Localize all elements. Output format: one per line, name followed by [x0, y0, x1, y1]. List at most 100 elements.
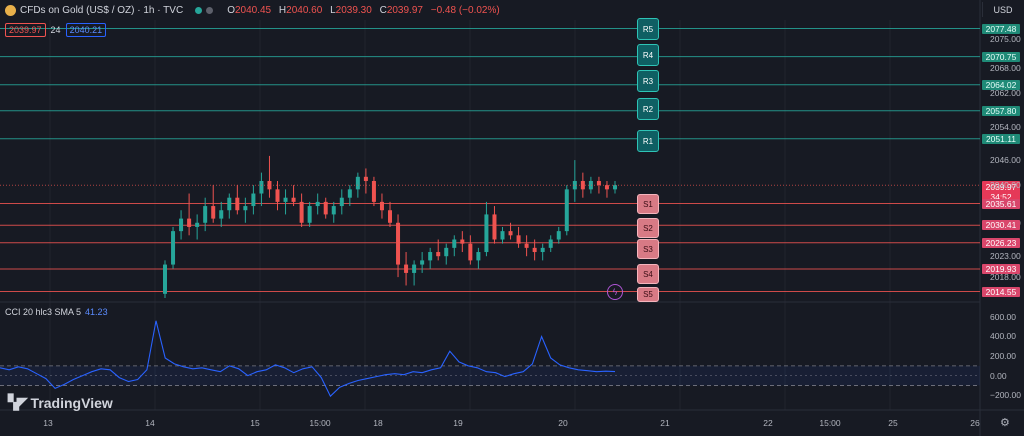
candle-body	[163, 264, 167, 294]
level-price-tag: 2051.11	[982, 133, 1020, 144]
level-button-r5[interactable]: R5	[637, 18, 659, 40]
data-status-icon	[206, 6, 214, 14]
candle-body	[219, 210, 224, 219]
bolt-icon[interactable]: ϟ	[607, 284, 623, 300]
level-button-r4[interactable]: R4	[637, 44, 659, 66]
candle-body	[604, 185, 609, 190]
price-axis-label: 2023.00	[990, 251, 1021, 262]
candle-body	[508, 231, 513, 236]
candle-body	[420, 260, 425, 265]
spread-value: 24	[50, 25, 61, 35]
price-axis-label: 2068.00	[990, 63, 1021, 74]
time-axis-label: 15:00	[819, 418, 841, 428]
gold-coin-icon	[5, 4, 16, 16]
time-axis-label: 26	[970, 418, 980, 428]
level-button-r3[interactable]: R3	[637, 70, 659, 92]
level-button-s1[interactable]: S1	[637, 194, 659, 214]
price-axis-label: 2046.00	[990, 155, 1021, 166]
level-price-tag: 2035.61	[982, 198, 1020, 209]
candle-body	[613, 185, 617, 190]
cci-axis-label: 400.00	[990, 331, 1016, 342]
price-axis-label: 2075.00	[990, 33, 1021, 44]
level-button-r1[interactable]: R1	[637, 130, 659, 152]
currency-selector[interactable]: USD	[982, 2, 1023, 17]
candle-body	[548, 239, 553, 248]
price-axis-label: 2018.00	[990, 272, 1021, 283]
bid-ask-panel: 2039.97 24 2040.21	[5, 23, 107, 37]
candle-body	[596, 180, 601, 186]
level-price-tag: 2064.02	[982, 79, 1020, 90]
level-button-r2[interactable]: R2	[637, 98, 659, 120]
symbol-title[interactable]: CFDs on Gold (US$ / OZ) · 1h · TVC	[20, 4, 184, 16]
candle-body	[444, 247, 449, 257]
price-axis-label: 2040.00	[990, 180, 1021, 191]
candle-body	[476, 252, 481, 261]
candle-body	[363, 176, 368, 181]
ask-price-button[interactable]: 2040.21	[65, 23, 107, 37]
time-axis-label: 14	[145, 418, 155, 428]
bar-countdown: 34:52	[990, 192, 1012, 202]
level-button-s2[interactable]: S2	[637, 218, 659, 238]
time-axis-label: 15:00	[309, 418, 331, 428]
candle-body	[428, 252, 433, 261]
cci-axis-label: 200.00	[990, 351, 1016, 362]
candle-body	[251, 193, 256, 207]
candle-body	[275, 189, 280, 202]
bid-price-button[interactable]: 2039.97	[5, 23, 46, 37]
level-button-s5[interactable]: S5	[637, 287, 659, 302]
candle-body	[404, 264, 409, 273]
candle-body	[195, 222, 200, 227]
candle-body	[379, 201, 384, 211]
candle-body	[259, 180, 264, 194]
candle-body	[388, 210, 392, 223]
candle-body	[492, 214, 497, 240]
price-axis-label: 2054.00	[990, 121, 1021, 132]
time-axis-label: 25	[888, 418, 898, 428]
candle-body	[339, 197, 344, 207]
candle-body	[436, 252, 441, 257]
candle-body	[500, 231, 505, 240]
cci-axis-label: 0.00	[990, 370, 1007, 381]
cci-legend[interactable]: CCI 20 hlc3 SMA 5 41.23	[5, 307, 108, 317]
candle-body	[524, 243, 529, 248]
candle-body	[179, 218, 184, 232]
candle-body	[484, 214, 489, 253]
last-price-value: 2039.97	[985, 182, 1017, 192]
change-readout: −0.48 (−0.02%)	[430, 4, 500, 16]
cci-axis-label: −200.00	[990, 390, 1021, 401]
level-price-tag: 2026.23	[982, 237, 1020, 248]
time-axis-label: 19	[453, 418, 463, 428]
candle-body	[291, 197, 296, 202]
time-axis-label: 22	[763, 418, 773, 428]
candle-body	[299, 201, 304, 223]
candle-body	[564, 189, 569, 232]
candle-body	[468, 243, 473, 261]
candle-body	[516, 235, 521, 244]
level-button-s3[interactable]: S3	[637, 239, 659, 259]
candle-body	[171, 231, 176, 265]
market-status-icon	[195, 6, 203, 14]
time-axis-label: 18	[373, 418, 383, 428]
symbol-header: CFDs on Gold (US$ / OZ) · 1h · TVC O2040…	[0, 0, 970, 20]
level-price-tag: 2070.75	[982, 51, 1020, 62]
candle-body	[187, 218, 192, 227]
level-price-tag: 2030.41	[982, 220, 1020, 231]
tradingview-logo-icon: ▚◤	[8, 394, 27, 410]
settings-icon[interactable]: ⚙	[1000, 417, 1010, 429]
tradingview-logo[interactable]: ▚◤ TradingView	[8, 394, 113, 411]
ohlc-readout: O2040.45 H2040.60 L2039.30 C2039.97 −0.4…	[227, 4, 500, 16]
candle-body	[235, 197, 240, 211]
cci-value: 41.23	[85, 307, 108, 317]
level-button-s4[interactable]: S4	[637, 264, 659, 284]
last-price-tag: 2039.97 34:52	[982, 181, 1020, 204]
candle-body	[315, 201, 320, 207]
candle-body	[556, 231, 561, 240]
candle-body	[283, 197, 288, 202]
candle-body	[307, 206, 312, 223]
candle-body	[396, 222, 401, 265]
candle-body	[532, 247, 537, 253]
candle-body	[355, 176, 360, 190]
time-axis-label: 15	[250, 418, 260, 428]
